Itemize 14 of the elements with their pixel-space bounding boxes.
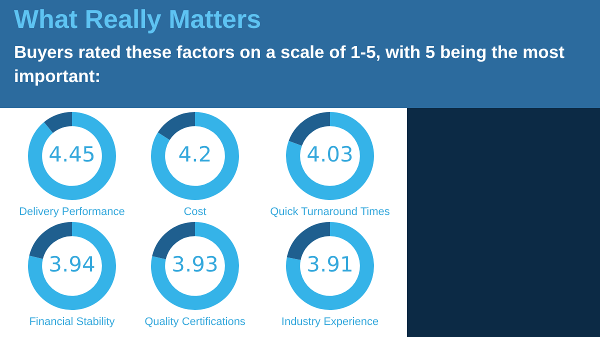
text: Industry Experience bbox=[280, 316, 380, 328]
text: Delivery Performance bbox=[18, 206, 126, 218]
data-label: 4.45 bbox=[48, 142, 96, 166]
text: What Really Matters bbox=[14, 4, 262, 35]
text: Buyers rated these factors on a scale of 1-5, with 5 being the most important: bbox=[14, 41, 566, 88]
text: Cost bbox=[182, 206, 208, 218]
text: Quality Certifications bbox=[144, 316, 246, 328]
data-label: 3.94 bbox=[48, 252, 96, 276]
text: Financial Stability bbox=[28, 316, 116, 328]
text: Quick Turnaround Times bbox=[269, 206, 391, 218]
data-label: 3.93 bbox=[172, 252, 218, 276]
data-label: 4.2 bbox=[178, 142, 212, 166]
data-label: 4.03 bbox=[306, 142, 354, 166]
data-label: 3.91 bbox=[306, 252, 354, 276]
